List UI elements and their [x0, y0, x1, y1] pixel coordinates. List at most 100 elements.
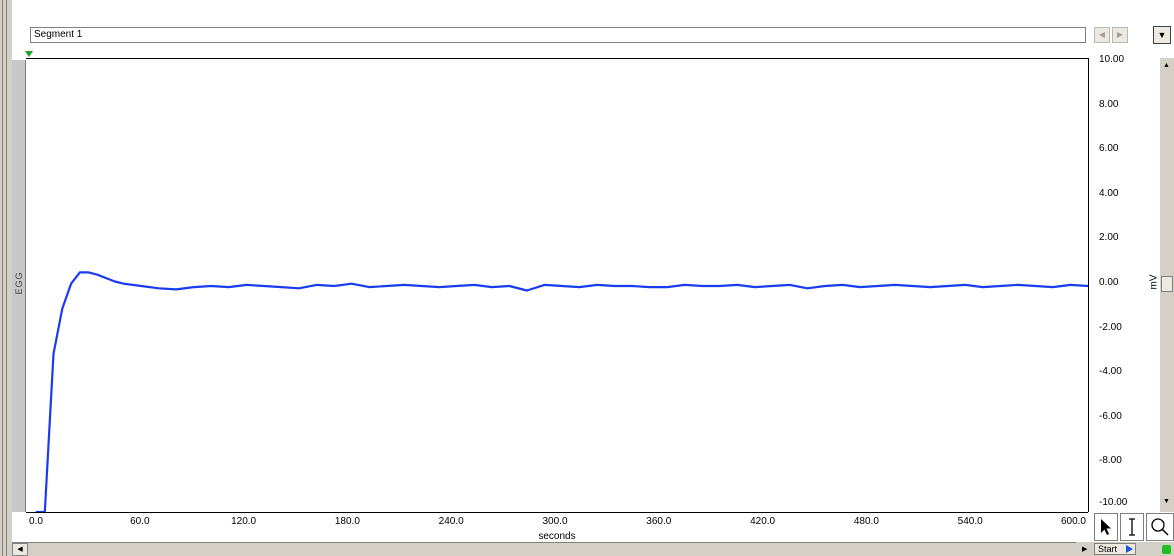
scroll-left-button[interactable]: ◀ — [12, 543, 28, 556]
trace-point — [947, 285, 949, 287]
trace-point — [859, 286, 861, 288]
trace-point — [280, 286, 283, 288]
x-axis-label: seconds — [538, 531, 576, 542]
scroll-left-icon: ◀ — [17, 546, 23, 553]
status-indicator — [1162, 545, 1171, 554]
trace-point — [929, 286, 931, 288]
trace-point — [245, 284, 247, 286]
ibeam-cursor-icon — [1129, 518, 1135, 536]
trace-point — [1034, 285, 1036, 287]
trace-point — [175, 288, 177, 290]
trace-point — [333, 285, 335, 287]
scroll-down-icon[interactable]: ▼ — [1163, 498, 1170, 505]
trace-point — [999, 285, 1001, 287]
trace-point — [158, 287, 160, 289]
trace-point — [123, 283, 125, 285]
trace-point — [96, 274, 98, 276]
x-tick-label: 180.0 — [334, 516, 360, 527]
start-button-label: Start — [1098, 544, 1118, 554]
start-button[interactable]: Start — [1094, 543, 1136, 555]
left-window-edge — [0, 0, 12, 556]
trace-point — [824, 285, 826, 287]
trace-point — [1052, 286, 1054, 288]
trace-point — [1069, 284, 1072, 286]
arrow-tool-button[interactable] — [1094, 513, 1118, 541]
trace-point — [35, 511, 37, 512]
y-tick-label: 2.00 — [1099, 232, 1119, 244]
trace-point — [105, 277, 107, 279]
trace-point — [114, 280, 116, 283]
zoom-tool-button[interactable] — [1146, 513, 1174, 541]
waveform-chart — [35, 271, 1088, 512]
y-axis[interactable]: 10.00 8.00 6.00 4.00 2.00 0.00 -2.00 -4.00 -6.00… — [1088, 54, 1158, 512]
trace-point — [44, 511, 46, 512]
trace-point — [386, 285, 388, 287]
trace-point — [70, 283, 72, 285]
trace-point — [596, 284, 598, 286]
trace-point — [964, 284, 966, 286]
horizontal-scrollbar[interactable]: ◀ — [12, 542, 1076, 556]
channel-label-text: EGG — [14, 271, 24, 295]
y-tick-label: 6.00 — [1099, 143, 1119, 155]
trace-point — [61, 308, 63, 310]
trace-point — [736, 284, 738, 286]
top-toolbar-area — [12, 0, 1174, 24]
trace-point — [666, 286, 668, 288]
trace-point — [789, 284, 791, 286]
trace-point — [912, 285, 914, 287]
y-tick-label: -2.00 — [1099, 321, 1122, 333]
previous-segment-button[interactable]: ◀ — [1094, 27, 1110, 43]
segment-dropdown-button[interactable]: ▼ — [1153, 26, 1171, 44]
trace-point — [368, 286, 370, 288]
y-tick-label: -8.00 — [1099, 455, 1122, 467]
x-axis[interactable]: 0.0 60.0 120.0 180.0 240.0 300.0 360.0 420.0 480… — [26, 512, 1088, 542]
trace-point — [52, 353, 55, 355]
trace-point — [754, 286, 756, 288]
trace-point — [526, 289, 528, 292]
channel-strip[interactable] — [12, 60, 26, 512]
arrow-pointer-icon — [1101, 519, 1111, 535]
zoom-icon — [1151, 518, 1169, 536]
y-tick-label: -10.00 — [1099, 497, 1128, 508]
trace-point — [719, 285, 721, 287]
trace-point — [806, 287, 809, 289]
x-tick-label: 60.0 — [130, 516, 150, 527]
trace-point — [140, 285, 142, 287]
trace-point — [491, 286, 493, 288]
plot-area[interactable] — [26, 58, 1088, 512]
trace-point — [193, 286, 195, 288]
vertical-scroll-thumb[interactable] — [1161, 276, 1173, 292]
segment-label: Segment 1 — [34, 29, 83, 40]
chevron-left-icon: ◀ — [1098, 30, 1106, 39]
x-tick-label: 540.0 — [957, 516, 983, 527]
trace-point — [351, 283, 353, 285]
trace-point — [578, 286, 581, 288]
trace-point — [88, 271, 90, 273]
channel-label: EGG — [12, 270, 26, 300]
trace-point — [877, 285, 879, 287]
segment-marker-icon[interactable] — [25, 51, 33, 57]
x-tick-label: 0.0 — [29, 516, 43, 527]
x-tick-label: 120.0 — [231, 516, 257, 527]
expand-arrow-icon[interactable]: ▶ — [1082, 546, 1088, 553]
next-segment-button[interactable]: ▶ — [1112, 27, 1128, 43]
trace-point — [263, 285, 265, 287]
y-tick-label: -4.00 — [1099, 366, 1122, 378]
trace-point — [456, 285, 458, 287]
trace-point — [701, 285, 703, 287]
segment-label-field[interactable]: Segment 1 — [30, 27, 1086, 43]
scroll-up-icon[interactable]: ▲ — [1163, 62, 1170, 69]
vertical-scrollbar[interactable]: ▲ ▼ — [1160, 58, 1174, 512]
trace-point — [298, 287, 300, 289]
trace-point — [684, 284, 686, 286]
trace-point — [614, 285, 616, 287]
trace-point — [228, 286, 230, 288]
trace-point — [894, 284, 896, 286]
y-tick-label: 0.00 — [1099, 277, 1119, 288]
x-tick-label: 240.0 — [438, 516, 464, 527]
trace-point — [631, 285, 633, 287]
ibeam-tool-button[interactable] — [1120, 513, 1144, 541]
trace-point — [1087, 285, 1088, 287]
trace-point — [508, 285, 510, 287]
y-unit-text: mV — [1148, 274, 1160, 290]
